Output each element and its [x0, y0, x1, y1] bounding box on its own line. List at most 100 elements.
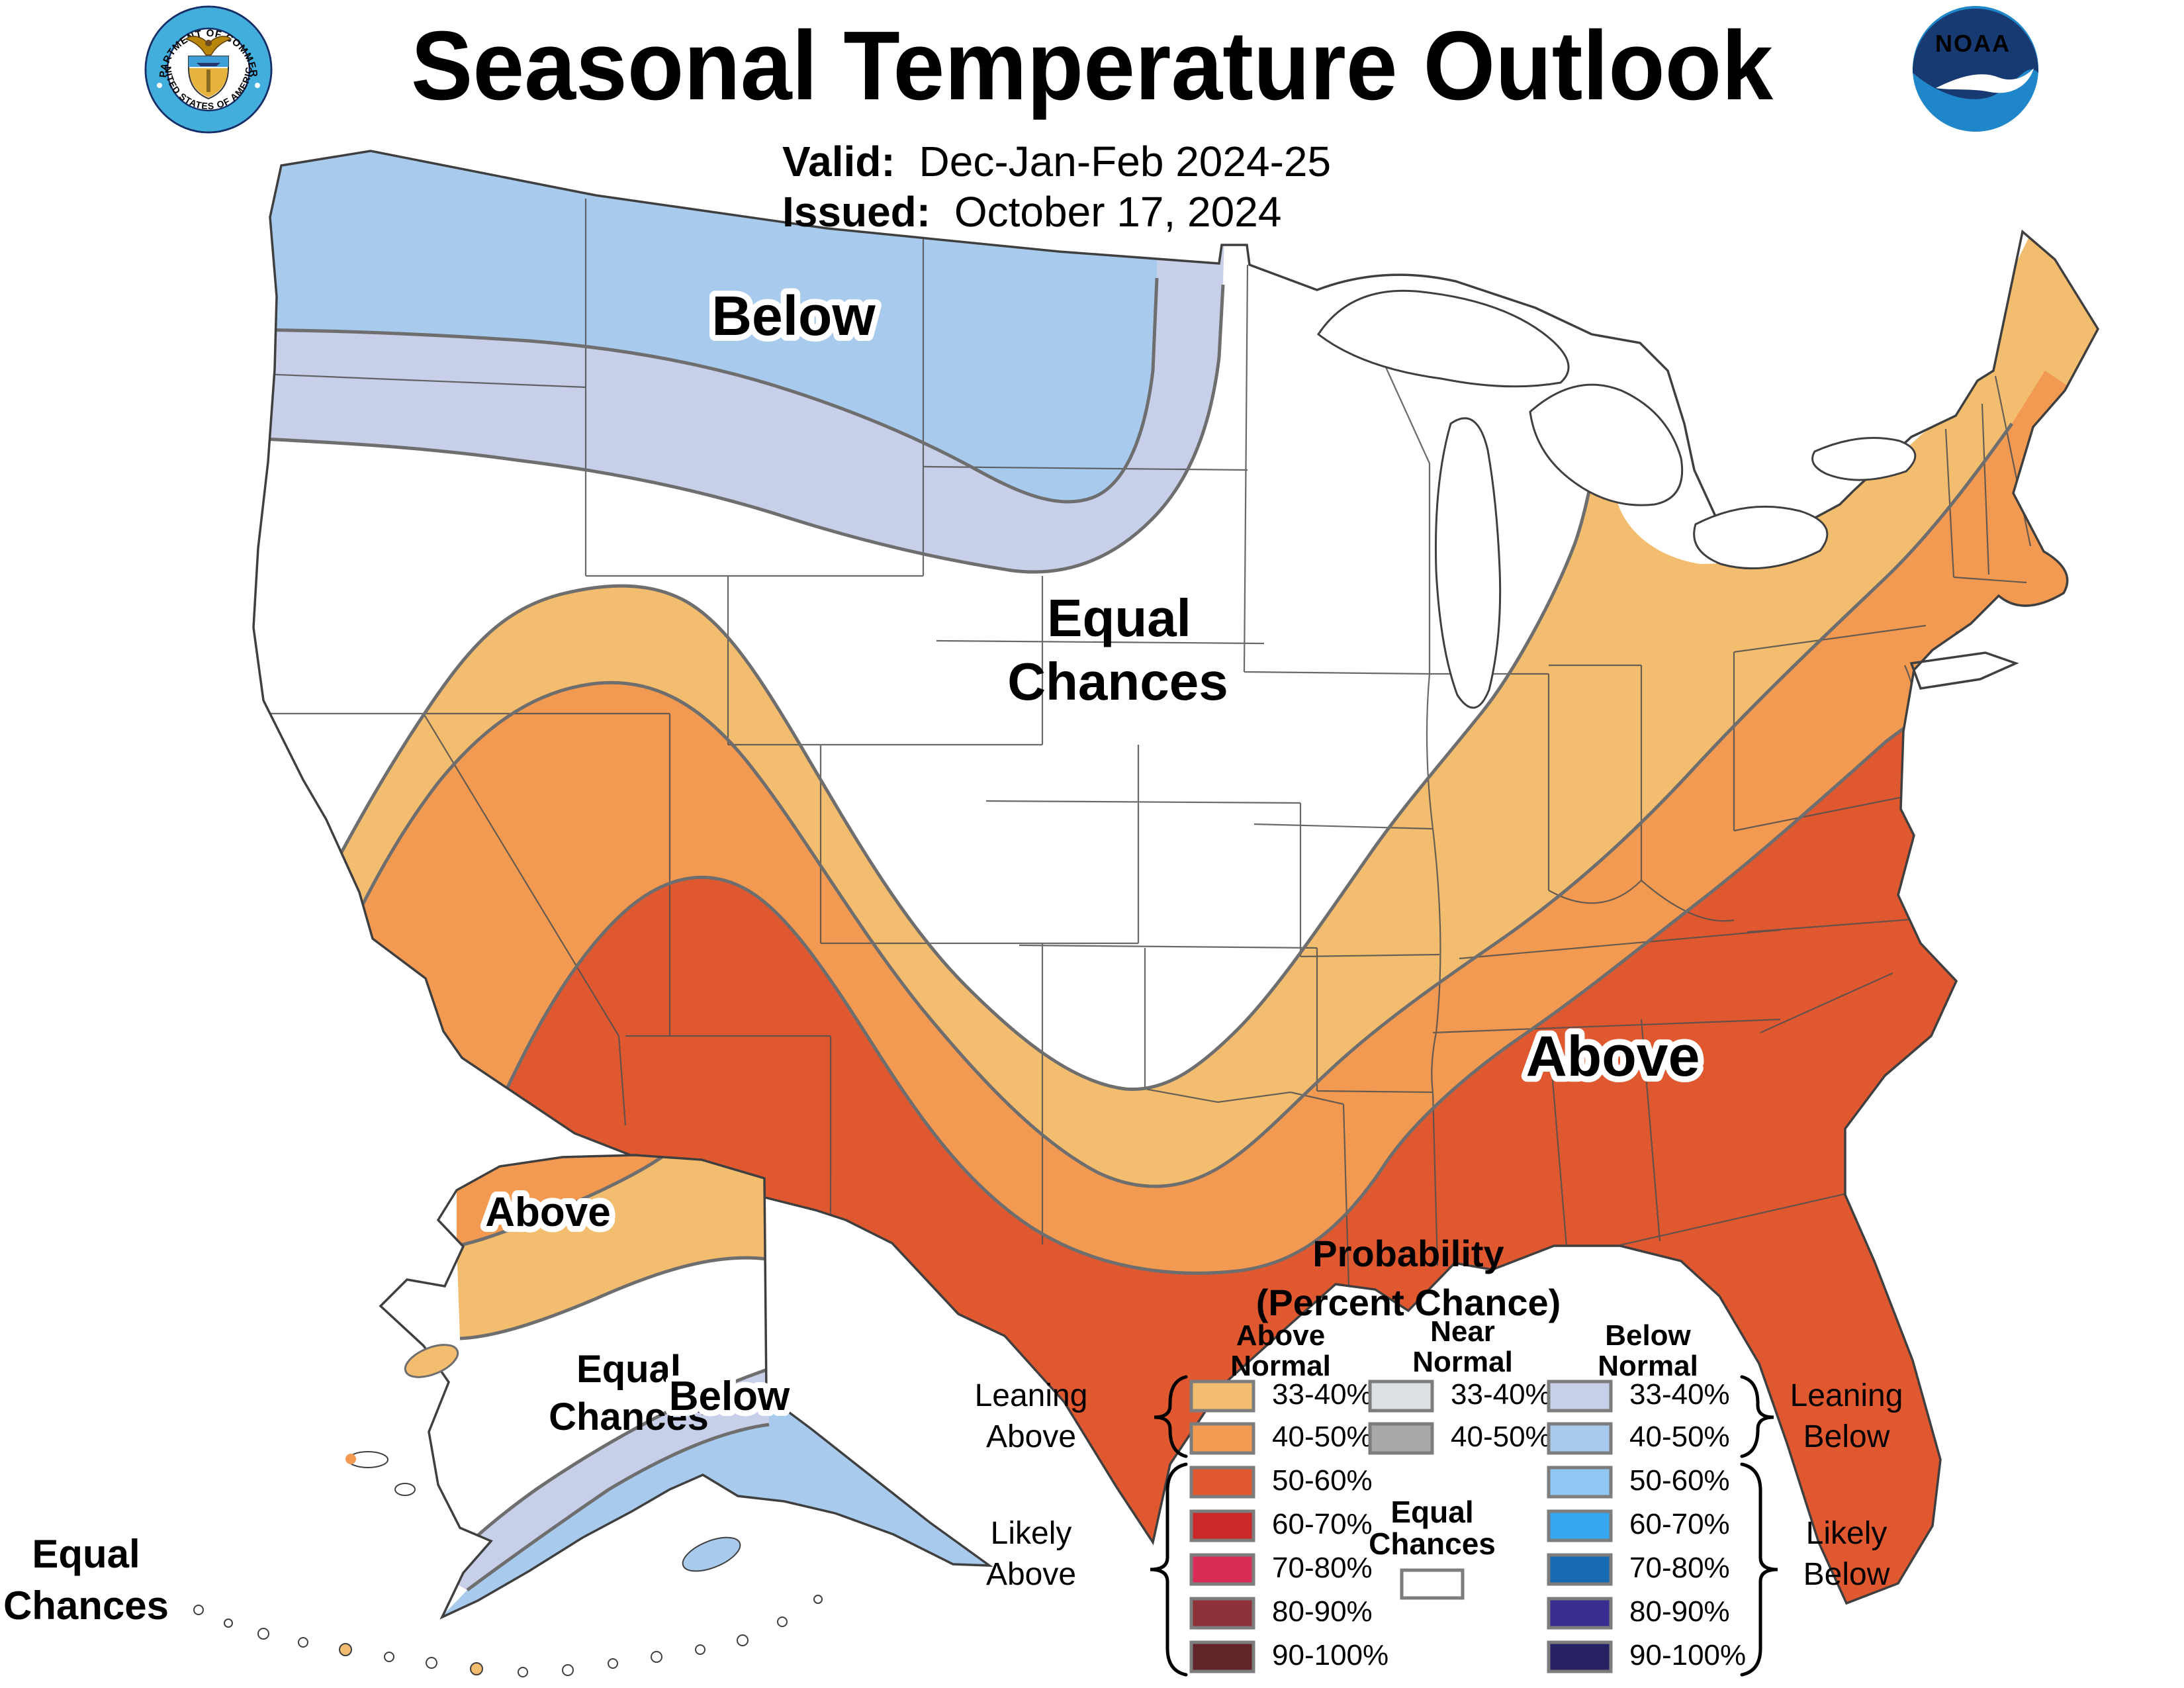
legend-group-leaning-below-1: Leaning: [1790, 1378, 1903, 1413]
legend-equal-chances-2: Chances: [1369, 1526, 1496, 1561]
issued-label: Issued:: [782, 188, 931, 236]
legend-below-rows: 33-40% 40-50% 50-60% 60-70% 70-80% 80-90…: [1547, 1378, 1746, 1673]
issued-value: October 17, 2024: [954, 188, 1282, 236]
legend-label-above-40-50: 40-50%: [1272, 1421, 1373, 1453]
alaska-contour-above-40-50: [456, 1155, 663, 1248]
legend-swatch-below-40-50: [1547, 1422, 1613, 1455]
legend-swatch-above-40-50: [1189, 1422, 1255, 1455]
doc-seal-ring: [146, 7, 271, 132]
noaa-seagull-icon: [1936, 68, 2034, 93]
lake-michigan: [1434, 417, 1502, 709]
label-alaska-equal-1: Equal: [576, 1348, 681, 1391]
label-conus-equal-2: Chances: [1007, 652, 1228, 711]
lake-huron: [1529, 383, 1684, 506]
legend-col-above-2: Normal: [1230, 1350, 1331, 1382]
legend-label-below-90-100: 90-100%: [1629, 1639, 1746, 1671]
alaska-band-above-40-50: [457, 1155, 662, 1246]
legend-swatch-below-80-90: [1547, 1597, 1613, 1630]
doc-crest-ship-icon: [197, 63, 220, 66]
legend-label-below-40-50: 40-50%: [1629, 1421, 1730, 1453]
valid-label: Valid:: [782, 138, 895, 185]
contour-below-33-40: [253, 284, 1225, 574]
aleutian-island: [608, 1658, 618, 1669]
doc-crest-eagle-head: [205, 40, 212, 46]
alaska-coastline: [379, 1154, 993, 1620]
legend-swatch-below-60-70: [1547, 1509, 1613, 1542]
aleutian-island: [777, 1617, 788, 1627]
noaa-logo: NOAA: [1913, 6, 2038, 132]
label-conus-below: Below: [711, 285, 876, 347]
legend-group-likely-below-1: Likely: [1806, 1516, 1888, 1551]
legend-label-above-80-90: 80-90%: [1272, 1595, 1373, 1628]
contour-above-33-40: [302, 448, 1599, 1091]
legend-swatch-below-50-60: [1547, 1466, 1613, 1499]
great-lakes: [1316, 289, 1917, 709]
alaska-contour-below-40-50: [466, 1423, 770, 1592]
lake-superior: [1316, 289, 1570, 388]
legend-label-below-33-40: 33-40%: [1629, 1378, 1730, 1411]
doc-crest-lighthouse-icon: [206, 70, 210, 92]
legend-label-below-50-60: 50-60%: [1629, 1464, 1730, 1497]
legend-title-2: (Percent Chance): [1256, 1282, 1561, 1323]
legend-group-likely-above-1: Likely: [991, 1516, 1072, 1551]
aleutian-island: [470, 1662, 483, 1675]
legend-equal-chances-1: Equal: [1390, 1495, 1473, 1529]
legend-swatch-above-70-80: [1189, 1553, 1255, 1586]
legend-label-above-60-70: 60-70%: [1272, 1508, 1373, 1540]
aleutian-island: [813, 1595, 823, 1604]
label-alaska-above: Above: [485, 1190, 610, 1235]
legend-swatch-below-33-40: [1547, 1380, 1613, 1413]
legend-swatch-above-90-100: [1189, 1640, 1255, 1673]
legend-title-1: Probability: [1312, 1233, 1504, 1274]
aleutian-island: [257, 1628, 269, 1640]
kodiak-island: [682, 1536, 741, 1572]
alaska-contour-above-33-40: [459, 1256, 767, 1340]
issued-line: Issued: October 17, 2024: [782, 188, 1281, 236]
aleutian-island: [224, 1618, 233, 1628]
legend-label-near-40-50: 40-50%: [1451, 1421, 1551, 1453]
aleutian-island: [193, 1605, 204, 1615]
doc-seal-star-left: [157, 83, 162, 88]
legend-col-above-1: Above: [1236, 1319, 1325, 1352]
legend-swatch-below-90-100: [1547, 1640, 1613, 1673]
legend-swatch-above-50-60: [1189, 1466, 1255, 1499]
legend-col-near-1: Near: [1430, 1315, 1495, 1348]
legend-col-below-1: Below: [1605, 1319, 1691, 1352]
contour-above-40-50: [320, 422, 2014, 1188]
legend-group-likely-above-2: Above: [986, 1557, 1076, 1592]
label-conus-above: Above: [1526, 1025, 1700, 1088]
legend-above-rows: 33-40% 40-50% 50-60% 60-70% 70-80% 80-90…: [1189, 1378, 1388, 1673]
conus-coastline: [252, 150, 2100, 1605]
state-borders: [257, 199, 2032, 1288]
nunivak-island: [394, 1483, 416, 1496]
brace-likely-below: [1740, 1462, 1778, 1677]
legend-swatch-near-33-40: [1368, 1380, 1434, 1413]
label-alaska-equal-2: Chances: [549, 1395, 709, 1438]
legend-col-near-2: Normal: [1412, 1346, 1513, 1378]
contour-above-50-60: [491, 705, 1934, 1275]
brace-likely-above: [1150, 1462, 1188, 1677]
department-of-commerce-seal: DEPARTMENT OF COMMERCE UNITED STATES OF …: [144, 5, 273, 134]
legend-swatch-below-70-80: [1547, 1553, 1613, 1586]
island-dot: [345, 1454, 356, 1464]
valid-value: Dec-Jan-Feb 2024-25: [919, 138, 1332, 185]
legend-swatch-above-33-40: [1189, 1380, 1255, 1413]
label-pacific-equal-2: Chances: [3, 1583, 169, 1628]
legend-group-likely-below-2: Below: [1803, 1557, 1890, 1592]
legend-group-leaning-below-2: Below: [1803, 1419, 1890, 1454]
contour-below-40-50: [253, 277, 1159, 504]
legend-swatch-equal-chances: [1400, 1568, 1465, 1600]
brace-leaning-below: [1740, 1375, 1774, 1458]
brace-leaning-above: [1154, 1375, 1188, 1458]
alaska-islands: [193, 1344, 823, 1677]
aleutian-island: [737, 1634, 749, 1646]
noaa-logo-text: NOAA: [1935, 30, 2011, 57]
legend-near-rows: 33-40% 40-50%: [1368, 1378, 1551, 1455]
lake-erie: [1693, 505, 1829, 570]
legend-label-below-60-70: 60-70%: [1629, 1508, 1730, 1540]
legend-label-above-70-80: 70-80%: [1272, 1552, 1373, 1584]
doc-seal-star-right: [255, 83, 260, 88]
aleutian-island: [695, 1644, 705, 1655]
legend-label-above-50-60: 50-60%: [1272, 1464, 1373, 1497]
